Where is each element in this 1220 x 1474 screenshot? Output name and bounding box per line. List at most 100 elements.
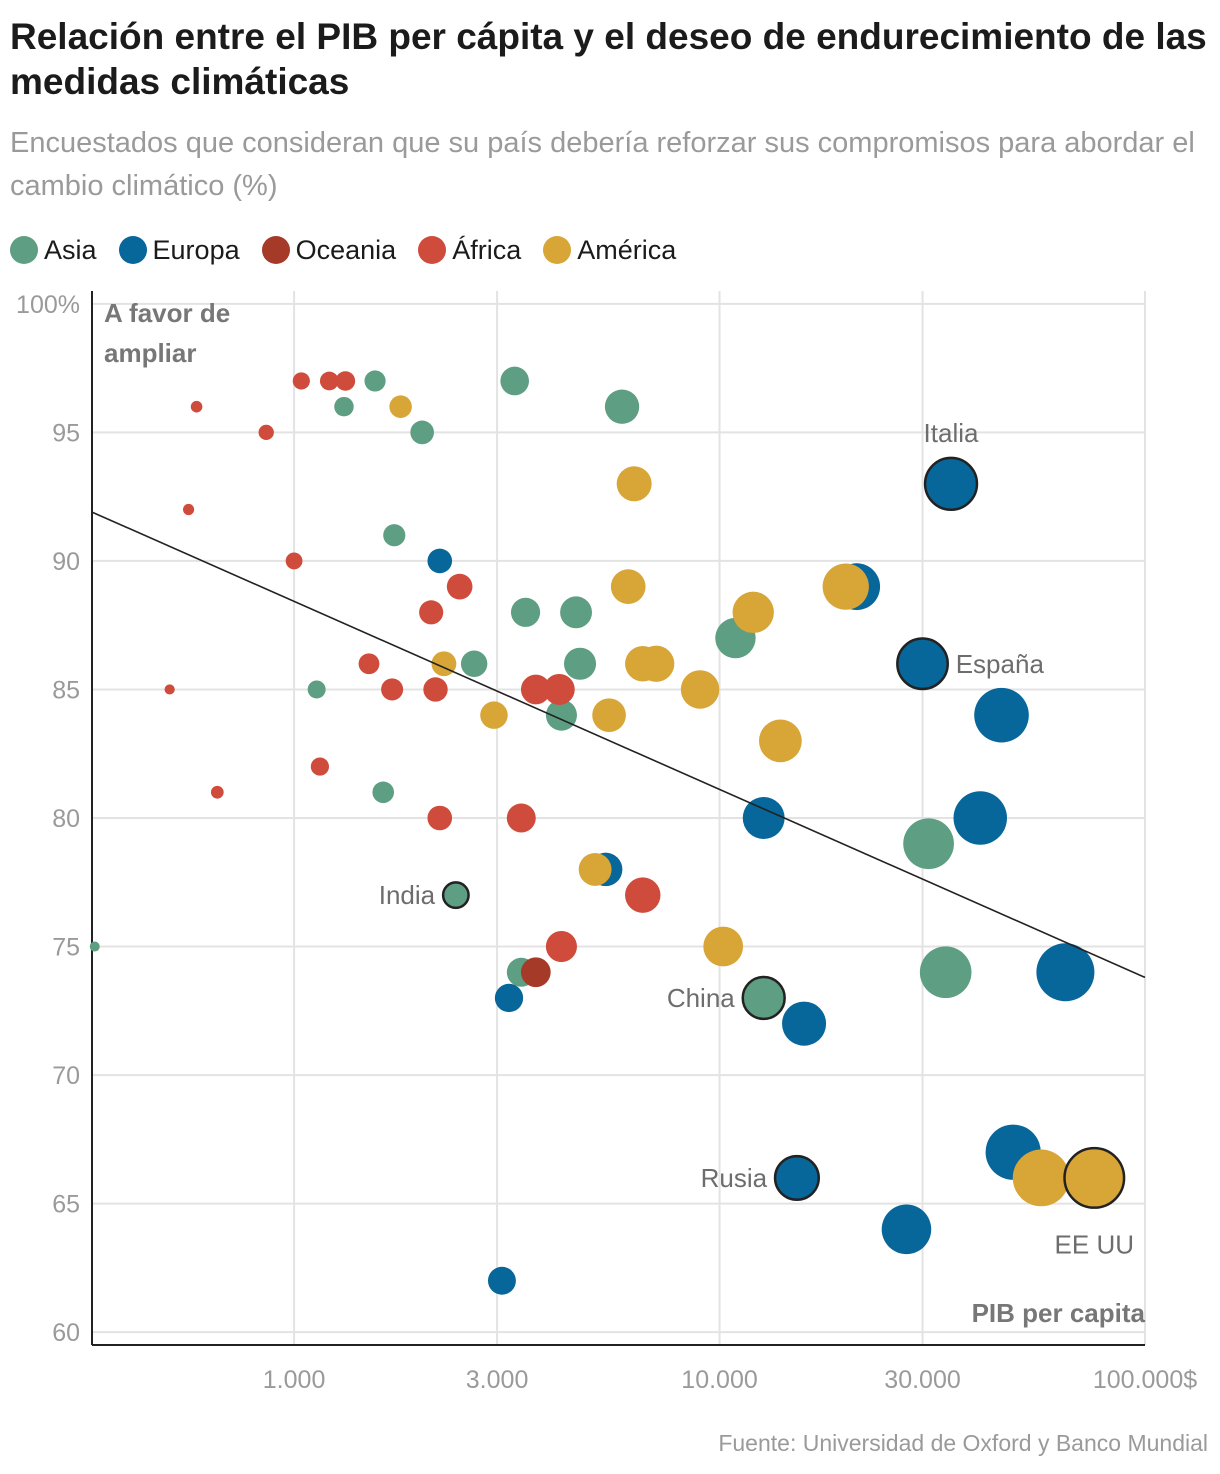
legend-label-asia: Asia: [44, 234, 97, 265]
data-point-oceania: [520, 957, 551, 988]
data-point-africa: [419, 600, 444, 625]
data-point-america: [680, 670, 720, 709]
data-point-asia: [510, 597, 541, 627]
legend-swatch-america: [543, 236, 572, 264]
data-point-africa: [310, 757, 329, 776]
legend-item-asia: Asia: [10, 235, 97, 266]
data-point-europa: [782, 1001, 827, 1046]
data-point-africa: [210, 785, 224, 799]
data-point-asia: [334, 396, 354, 417]
legend-label-oceania: Oceania: [295, 234, 397, 265]
country-label: Rusia: [701, 1163, 768, 1193]
data-point-africa: [285, 552, 303, 570]
y-tick-label: 85: [52, 676, 80, 704]
y-axis-title: A favor de: [104, 298, 230, 328]
x-tick-label: 10.000: [681, 1366, 757, 1394]
legend-swatch-oceania: [261, 236, 290, 264]
data-point-africa: [164, 684, 175, 695]
legend-swatch-africa: [418, 236, 447, 264]
y-axis-title: ampliar: [104, 338, 197, 368]
data-point-america: [592, 698, 626, 732]
trend-line: [91, 511, 1146, 979]
data-point-america: [1012, 1149, 1070, 1207]
data-point-africa: [423, 677, 448, 702]
data-point-asia: [500, 366, 529, 396]
y-tick-label: 90: [52, 548, 80, 576]
y-tick-label: 100%: [16, 291, 80, 319]
data-point-africa: [543, 673, 575, 705]
data-point-asia: [372, 781, 395, 804]
data-point-america: [732, 591, 774, 634]
y-tick-label: 75: [52, 934, 80, 962]
data-point-america: [638, 645, 675, 682]
data-point-america: [480, 701, 508, 729]
country-label: EE UU: [1055, 1230, 1134, 1260]
data-point-africa: [506, 803, 536, 833]
data-point-africa: [381, 678, 404, 701]
legend-label-europa: Europa: [152, 234, 240, 265]
data-point-america: [1063, 1146, 1126, 1209]
data-point-europa: [427, 548, 453, 574]
data-point-asia: [364, 370, 386, 392]
legend-label-america: América: [577, 234, 677, 265]
legend-label-africa: África: [452, 234, 522, 265]
legend: Asia Europa Oceania África América: [10, 232, 698, 268]
data-point-asia: [919, 946, 972, 999]
y-tick-label: 65: [52, 1191, 80, 1219]
data-point-europa: [953, 791, 1007, 845]
data-point-asia: [604, 389, 640, 424]
data-point-africa: [446, 573, 473, 600]
scatter-chart: 100% 95 90 85 80 75 70 65 60 1.000 3.000 10.000 30.0…: [16, 291, 1197, 1394]
data-point-asia: [441, 881, 470, 910]
data-point-europa: [487, 1266, 516, 1295]
data-point-africa: [190, 400, 203, 413]
data-point-africa: [358, 653, 380, 675]
data-point-america: [389, 395, 412, 418]
data-point-africa: [258, 424, 274, 441]
data-point-america: [758, 719, 802, 763]
data-point-africa: [335, 371, 356, 391]
y-tick-label: 95: [52, 419, 80, 447]
legend-item-america: América: [543, 235, 676, 266]
x-tick-label: 1.000: [263, 1366, 326, 1394]
data-point-asia: [903, 818, 954, 870]
data-point-america: [703, 926, 744, 967]
data-point-africa: [545, 930, 577, 963]
data-point-africa: [182, 503, 195, 516]
x-tick-label: 3.000: [466, 1366, 529, 1394]
data-point-europa: [742, 797, 785, 839]
country-label: China: [667, 983, 735, 1013]
data-point-europa: [923, 456, 979, 512]
legend-item-oceania: Oceania: [261, 234, 397, 266]
data-point-america: [610, 569, 646, 604]
data-point-asia: [460, 650, 488, 677]
data-point-africa: [427, 805, 453, 831]
data-point-america: [616, 466, 652, 502]
data-point-africa: [292, 372, 310, 390]
country-label: Italia: [924, 418, 979, 448]
y-tick-label: 60: [52, 1319, 80, 1347]
data-point-america: [822, 563, 869, 610]
data-point-asia: [563, 647, 597, 680]
data-point-europa: [494, 983, 524, 1013]
country-label: India: [379, 880, 436, 910]
data-point-asia: [307, 680, 326, 699]
legend-swatch-europa: [118, 236, 147, 264]
legend-swatch-asia: [10, 236, 38, 264]
data-point-europa: [881, 1204, 932, 1255]
x-axis-title: PIB per capita: [972, 1298, 1146, 1328]
y-tick-label: 80: [52, 805, 80, 833]
data-point-africa: [319, 371, 339, 391]
data-point-asia: [383, 524, 406, 547]
chart-subtitle: Encuestados que consideran que su país d…: [10, 127, 1195, 202]
source-note: Fuente: Universidad de Oxford y Banco Mu…: [718, 1430, 1208, 1456]
data-point-europa: [1036, 943, 1095, 1002]
data-point-asia: [741, 975, 786, 1021]
data-point-europa: [773, 1154, 820, 1201]
legend-item-europa: Europa: [118, 234, 240, 266]
chart-title: Relación entre el PIB per cápita y el de…: [10, 16, 1207, 102]
data-point-africa: [625, 877, 661, 913]
country-label: España: [956, 649, 1045, 679]
data-point-africa: [520, 674, 551, 705]
x-tick-label: 30.000: [884, 1366, 960, 1394]
